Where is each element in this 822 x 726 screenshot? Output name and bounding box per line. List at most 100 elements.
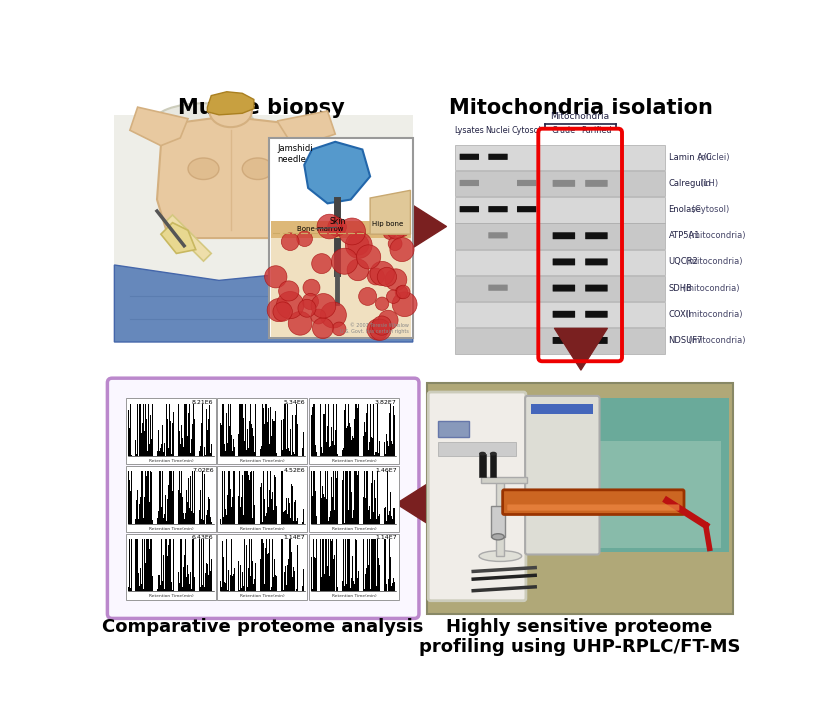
Text: Mitochondria: Mitochondria xyxy=(551,112,610,121)
Bar xyxy=(271,221,411,238)
Bar xyxy=(363,589,365,592)
Bar xyxy=(158,510,159,523)
FancyBboxPatch shape xyxy=(552,258,575,266)
Bar xyxy=(139,505,140,523)
Bar xyxy=(218,534,307,600)
Bar xyxy=(252,561,253,592)
Text: Highly sensitive proteome
profiling using UHP-RPLC/FT-MS: Highly sensitive proteome profiling usin… xyxy=(418,618,740,656)
Bar xyxy=(166,404,167,456)
Bar xyxy=(336,478,337,523)
Bar xyxy=(350,428,351,456)
Bar xyxy=(302,432,303,456)
Bar xyxy=(238,404,239,456)
Circle shape xyxy=(367,268,385,285)
Bar xyxy=(351,579,352,592)
Bar xyxy=(126,466,216,532)
Text: Purified: Purified xyxy=(581,126,612,135)
Bar xyxy=(295,499,296,523)
Bar xyxy=(245,404,246,456)
Bar xyxy=(226,412,227,456)
Bar xyxy=(233,574,234,592)
Bar xyxy=(250,576,251,592)
Bar xyxy=(185,404,186,456)
Bar xyxy=(285,404,286,456)
Bar xyxy=(256,404,257,456)
Circle shape xyxy=(392,292,417,317)
Bar xyxy=(496,479,504,556)
Bar xyxy=(354,419,355,456)
Bar xyxy=(368,510,369,523)
Bar xyxy=(370,404,371,456)
Bar xyxy=(188,413,189,456)
Bar xyxy=(203,539,204,592)
Bar xyxy=(361,555,362,592)
Bar xyxy=(139,586,140,592)
Circle shape xyxy=(331,248,358,274)
Bar xyxy=(240,404,241,456)
Bar xyxy=(272,539,273,592)
Bar xyxy=(237,471,238,523)
FancyBboxPatch shape xyxy=(552,232,575,239)
Bar xyxy=(164,589,165,592)
Bar xyxy=(157,451,158,456)
Bar xyxy=(301,575,302,592)
Bar xyxy=(309,398,399,465)
Bar xyxy=(327,566,328,592)
Bar xyxy=(132,539,133,592)
FancyBboxPatch shape xyxy=(502,490,684,515)
Bar xyxy=(278,545,279,592)
Bar xyxy=(263,408,264,456)
Bar xyxy=(210,571,211,592)
Circle shape xyxy=(395,221,409,237)
Bar xyxy=(234,471,235,523)
Bar xyxy=(392,582,393,592)
Bar xyxy=(167,419,168,456)
Bar xyxy=(162,425,163,456)
Bar xyxy=(218,466,307,532)
Bar xyxy=(368,565,369,592)
Bar xyxy=(325,471,326,523)
Bar xyxy=(250,472,251,523)
FancyBboxPatch shape xyxy=(488,232,508,238)
Bar xyxy=(455,145,665,171)
Bar xyxy=(361,518,362,523)
Bar xyxy=(391,586,392,592)
Bar xyxy=(278,507,279,523)
Bar xyxy=(131,404,132,456)
Bar xyxy=(365,574,366,592)
Bar xyxy=(327,471,328,523)
Bar xyxy=(154,471,155,523)
Text: (mitocondria): (mitocondria) xyxy=(683,258,743,266)
Bar xyxy=(158,575,159,592)
Bar xyxy=(144,497,145,523)
Circle shape xyxy=(332,322,346,335)
Bar xyxy=(316,515,317,523)
FancyBboxPatch shape xyxy=(488,285,508,291)
Bar xyxy=(359,404,360,456)
Bar xyxy=(363,471,365,523)
Bar xyxy=(233,439,234,456)
Bar xyxy=(143,518,144,523)
Bar xyxy=(176,471,177,523)
Circle shape xyxy=(385,269,407,290)
Bar xyxy=(389,413,390,456)
Bar xyxy=(128,587,129,592)
Bar xyxy=(438,421,469,437)
Text: ATP5A1: ATP5A1 xyxy=(668,231,700,240)
Bar xyxy=(177,444,178,456)
Bar xyxy=(283,419,284,456)
Bar xyxy=(388,446,389,456)
Bar xyxy=(320,539,321,592)
Bar xyxy=(244,471,245,523)
Bar xyxy=(342,581,343,592)
Bar xyxy=(192,471,193,523)
Circle shape xyxy=(386,290,400,303)
Bar xyxy=(280,420,282,456)
Bar xyxy=(351,492,352,523)
Bar xyxy=(271,436,272,456)
Bar xyxy=(291,455,292,456)
Bar xyxy=(347,539,348,592)
Bar xyxy=(380,514,381,523)
Bar xyxy=(329,517,330,523)
Bar xyxy=(321,486,322,523)
